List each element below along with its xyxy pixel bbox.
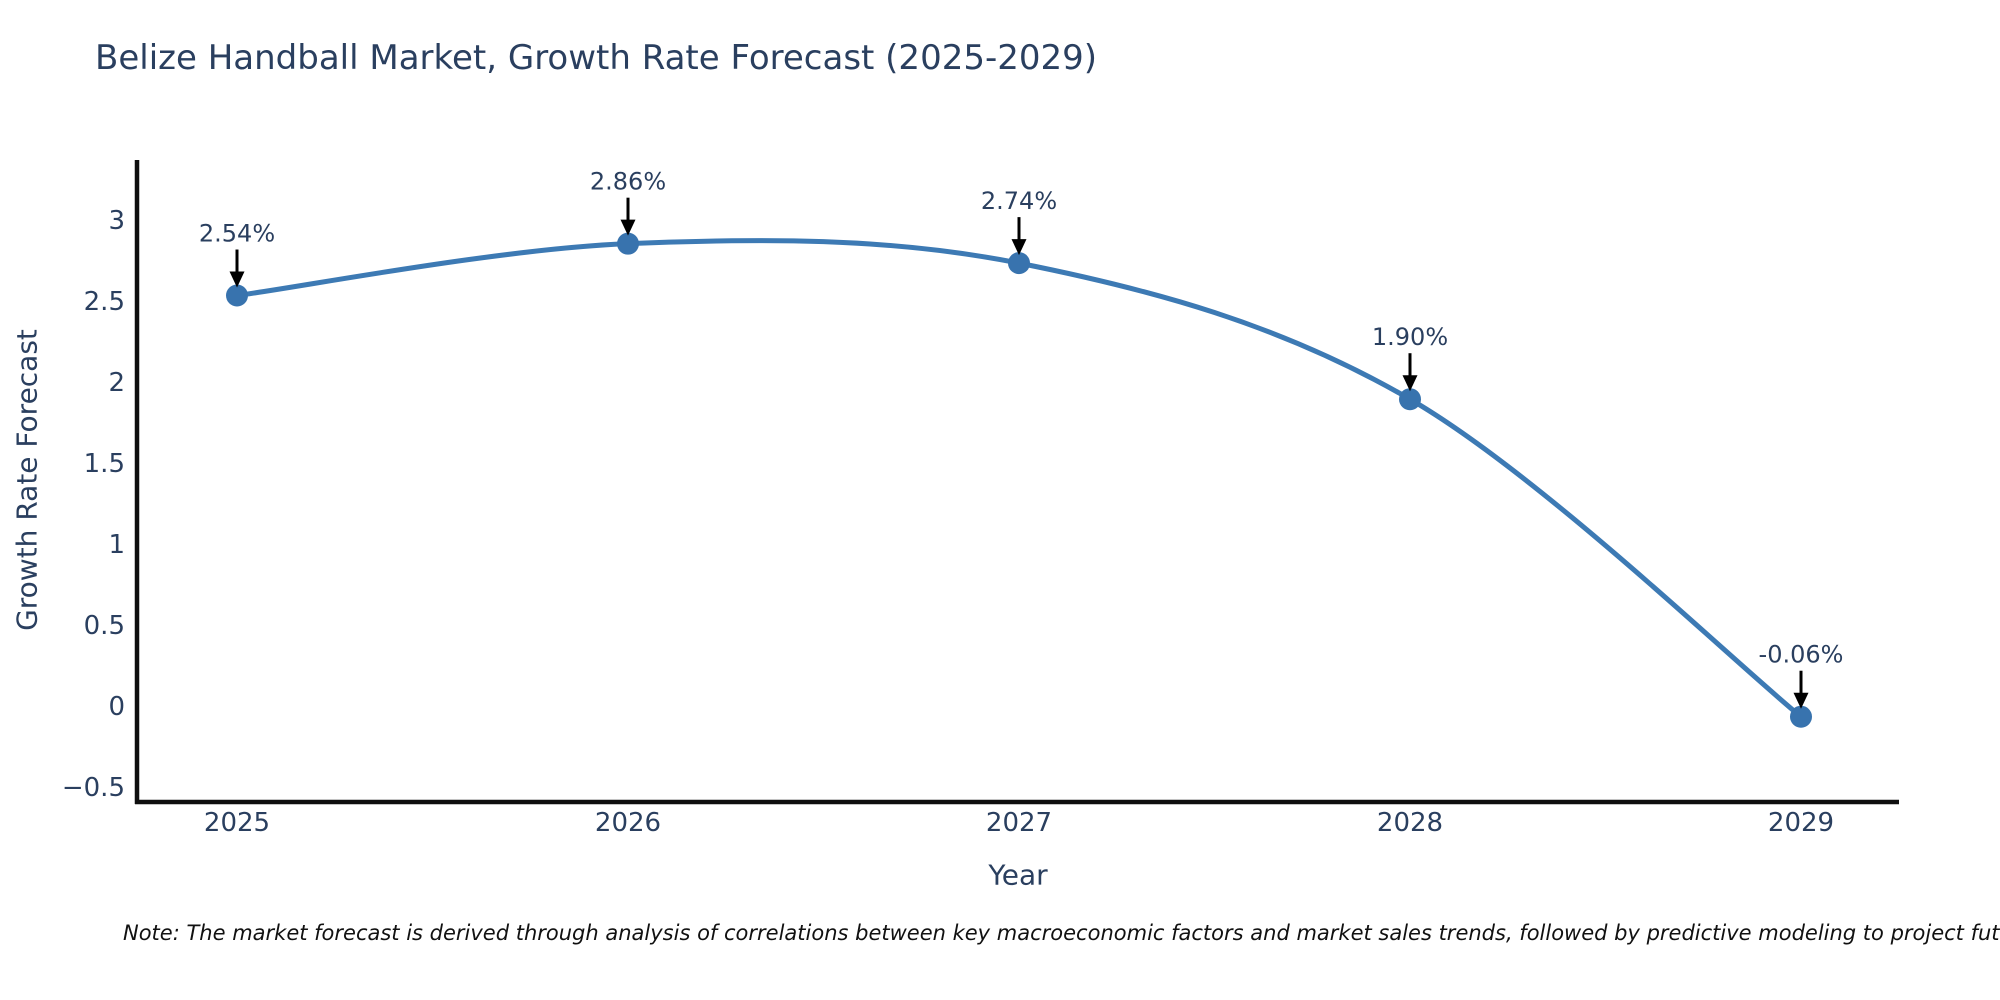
chart-title: Belize Handball Market, Growth Rate Fore…	[95, 38, 1098, 78]
data-point-marker	[1399, 388, 1421, 411]
point-value-label: 1.90%	[1372, 323, 1448, 351]
point-value-label: 2.54%	[199, 220, 275, 248]
forecast-line-series	[226, 232, 1812, 728]
annotation-arrowhead-icon	[229, 271, 245, 288]
y-tick-label: 0	[108, 692, 125, 722]
annotation-arrowhead-icon	[1011, 239, 1027, 256]
footnote-text: Note: The market forecast is derived thr…	[123, 921, 2000, 945]
axes	[134, 160, 1899, 805]
y-tick-label: 1	[108, 530, 125, 560]
y-tick-label: 2.5	[84, 287, 125, 317]
data-point-marker	[226, 284, 248, 307]
y-tick-label: 0.5	[84, 611, 125, 641]
point-value-label: 2.74%	[981, 187, 1057, 215]
y-axis-title: Growth Rate Forecast	[10, 329, 44, 631]
y-axis-tick-labels: −0.5 0 0.5 1 1.5 2 2.5 3	[62, 206, 125, 803]
y-tick-label: 1.5	[84, 449, 125, 479]
x-axis-tick-labels: 2025 2026 2027 2028 2029	[204, 808, 1834, 838]
y-tick-label: −0.5	[62, 773, 125, 803]
x-tick-label: 2026	[595, 808, 661, 838]
data-point-marker	[1790, 705, 1812, 728]
point-value-label: -0.06%	[1759, 641, 1844, 669]
annotation-arrowhead-icon	[1402, 375, 1418, 392]
x-tick-label: 2025	[204, 808, 270, 838]
annotation-arrowhead-icon	[1793, 692, 1809, 709]
point-annotations: 2.54% 2.86% 2.74% 1.90% -0.06%	[199, 168, 1844, 709]
annotation-arrowhead-icon	[620, 219, 636, 236]
x-axis-title: Year	[988, 858, 1048, 892]
y-tick-label: 2	[108, 368, 125, 398]
x-tick-label: 2027	[986, 808, 1052, 838]
data-point-marker	[1008, 252, 1030, 275]
forecast-line	[234, 238, 1804, 720]
point-value-label: 2.86%	[590, 168, 666, 196]
y-tick-label: 3	[108, 206, 125, 236]
x-tick-label: 2028	[1377, 808, 1443, 838]
x-tick-label: 2029	[1768, 808, 1834, 838]
data-point-marker	[617, 232, 639, 255]
